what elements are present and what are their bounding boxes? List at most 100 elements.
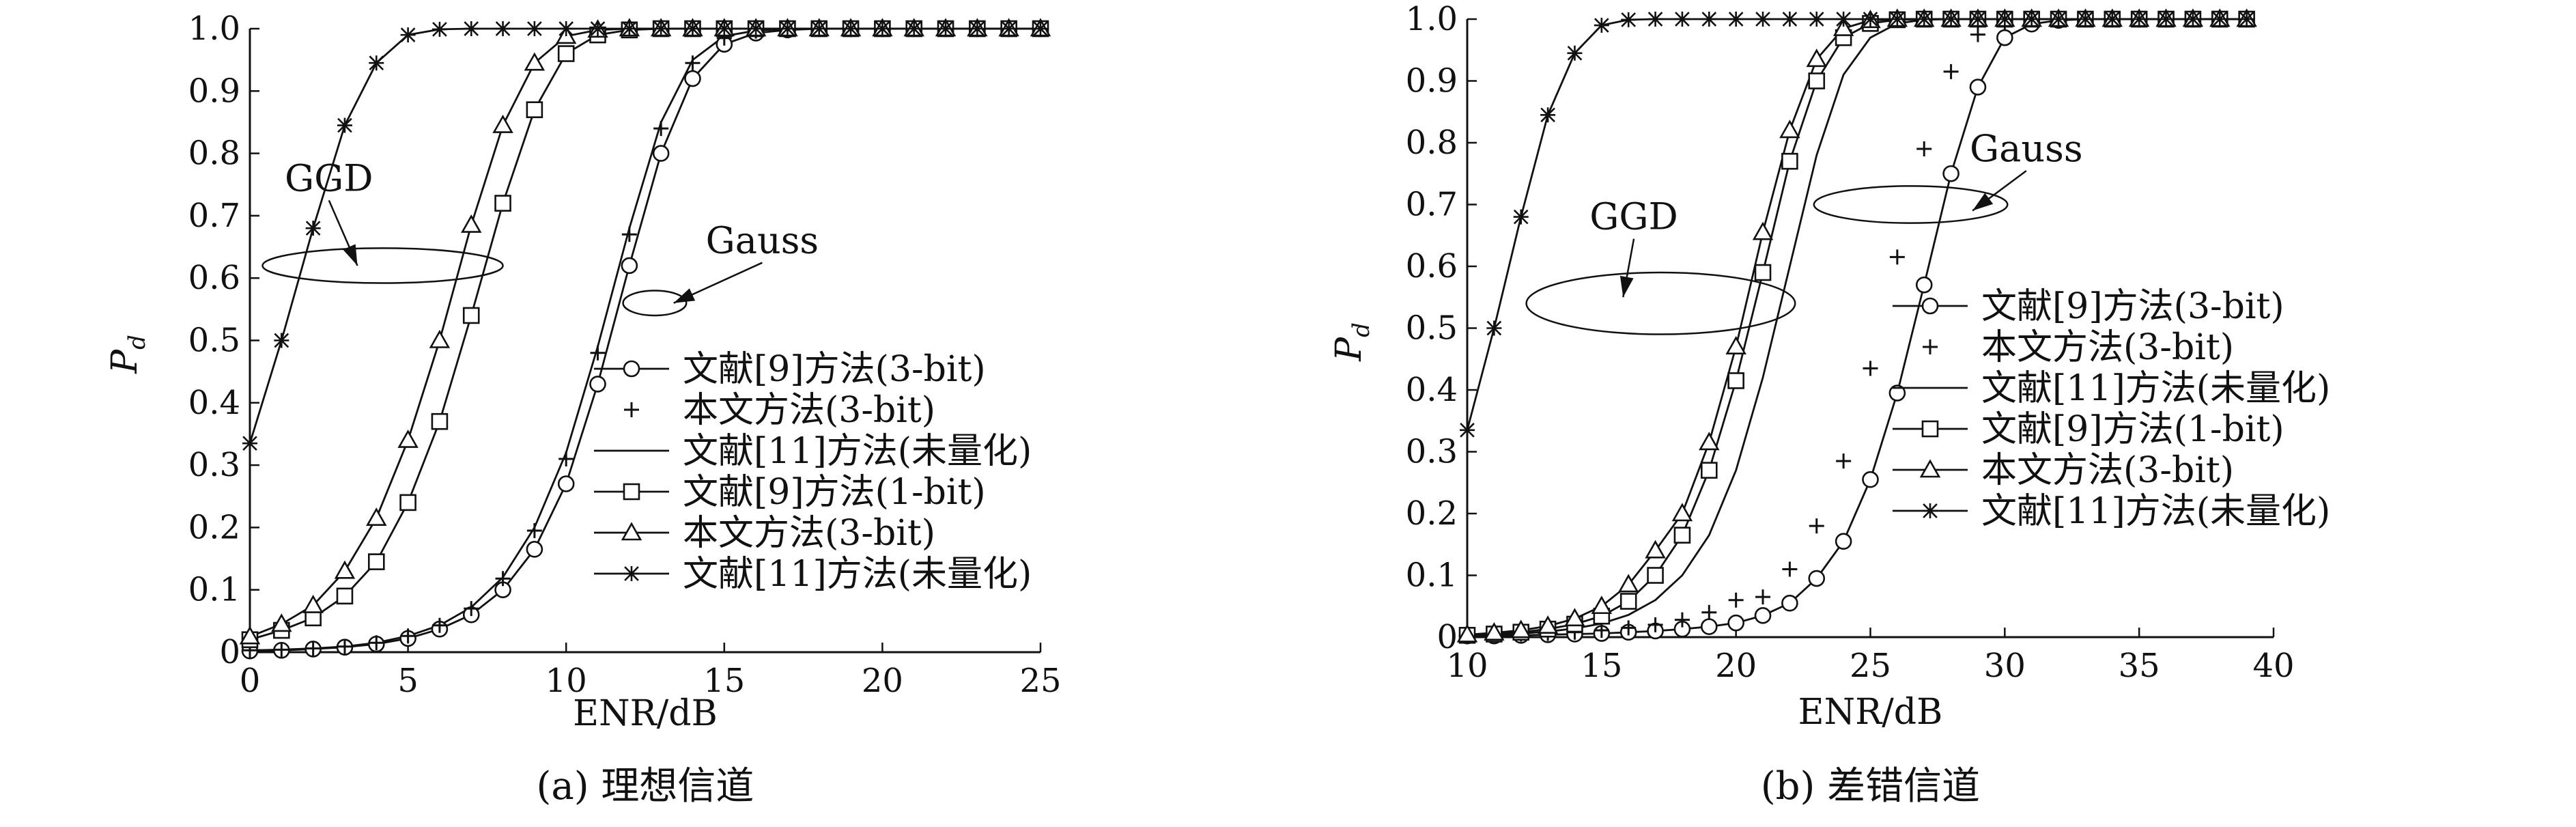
data-point-s4: [271, 613, 292, 632]
y-tick-label: 1.0: [188, 10, 240, 48]
x-tick-label: 20: [1715, 647, 1757, 685]
chart-caption: (b) 差错信道: [1761, 764, 1980, 809]
data-point-s1: [1701, 604, 1717, 620]
data-point-s5: [2104, 12, 2120, 27]
data-point-s3: [1781, 152, 1798, 170]
x-tick-label: 15: [1581, 647, 1622, 685]
legend-marker: [1923, 503, 1938, 518]
legend-entry-label: 文献[11]方法(未量化): [683, 431, 1032, 472]
legend-marker: [1923, 339, 1938, 354]
data-point-s5: [369, 55, 384, 71]
y-axis-label: Pd: [1329, 322, 1375, 362]
data-point-s0: [526, 541, 543, 558]
y-tick-label: 0.6: [188, 259, 240, 297]
data-point-s5: [1001, 21, 1017, 36]
data-point-s1: [1970, 27, 1985, 42]
data-point-s4: [1456, 623, 1478, 643]
data-point-s5: [1728, 12, 1744, 27]
data-point-s1: [431, 617, 447, 633]
data-point-s0: [621, 257, 638, 275]
data-point-s4: [1537, 615, 1559, 634]
data-point-s5: [337, 117, 352, 133]
legend-entry-label: 本文方法(3-bit): [1981, 327, 2234, 368]
data-point-s1: [1647, 617, 1663, 632]
data-point-s5: [1621, 12, 1637, 27]
legend-entry-label: 文献[9]方法(3-bit): [683, 349, 986, 390]
data-point-s1: [1728, 592, 1744, 608]
data-point-s4: [492, 114, 513, 133]
data-point-s5: [811, 21, 827, 36]
data-point-s5: [431, 21, 447, 37]
data-point-s3: [1754, 264, 1772, 281]
data-point-s4: [524, 52, 546, 71]
data-point-s0: [1808, 570, 1826, 587]
data-point-s1: [1674, 612, 1690, 628]
data-point-s3: [1619, 593, 1637, 610]
data-point-s5: [938, 21, 954, 36]
data-point-s1: [685, 55, 700, 71]
data-point-s0: [1888, 384, 1906, 402]
y-tick-label: 0.8: [1406, 124, 1458, 162]
data-point-s1: [526, 522, 542, 538]
data-point-s5: [1460, 422, 1475, 438]
y-tick-label: 0.3: [1406, 433, 1458, 471]
legend: 文献[9]方法(3-bit)本文方法(3-bit)文献[11]方法(未量化)文献…: [1893, 286, 2330, 532]
data-point-s1: [1782, 561, 1798, 577]
data-point-s4: [1752, 221, 1774, 240]
y-tick-label: 0.9: [1406, 62, 1458, 100]
data-point-s5: [1567, 45, 1583, 61]
data-point-s3: [494, 195, 511, 212]
y-tick-label: 0.5: [188, 322, 240, 360]
annotation-ellipse: [622, 290, 688, 317]
data-point-s3: [1701, 462, 1718, 479]
data-point-s0: [1862, 471, 1879, 488]
data-point-s5: [305, 221, 321, 236]
annotation-label: GGD: [1589, 195, 1678, 238]
data-point-s5: [1647, 12, 1663, 27]
y-tick-label: 0.6: [1406, 247, 1458, 285]
data-point-s1: [464, 601, 479, 617]
x-tick-label: 25: [1019, 662, 1061, 700]
data-point-s5: [1701, 12, 1717, 27]
data-point-s5: [1540, 107, 1556, 123]
y-tick-label: 0.1: [188, 571, 240, 609]
annotation-label: Gauss: [706, 219, 819, 262]
data-point-s5: [2185, 12, 2200, 27]
data-point-s5: [242, 436, 257, 451]
data-point-s5: [464, 21, 479, 36]
data-point-s1: [1889, 249, 1905, 265]
legend-entry-label: 文献[9]方法(3-bit): [1981, 286, 2284, 327]
y-tick-label: 0: [219, 633, 240, 671]
data-point-s5: [400, 27, 416, 43]
data-point-s1: [1943, 64, 1959, 79]
data-point-s5: [653, 21, 669, 36]
x-tick-label: 40: [2252, 647, 2294, 685]
data-point-s1: [1594, 623, 1609, 639]
chart-caption: (a) 理想信道: [537, 764, 754, 809]
y-tick-label: 0.2: [1406, 494, 1458, 533]
y-tick-label: 1.0: [1406, 0, 1458, 38]
data-point-s3: [431, 412, 449, 430]
data-point-s5: [843, 21, 859, 36]
data-point-s5: [590, 21, 606, 36]
legend-marker: [623, 483, 640, 501]
data-point-s4: [1832, 17, 1854, 36]
data-point-s4: [1591, 595, 1613, 615]
data-point-s5: [1674, 12, 1690, 27]
x-axis-label: ENR/dB: [573, 693, 718, 734]
data-point-s3: [462, 307, 480, 324]
x-tick-label: 15: [703, 662, 745, 700]
data-point-s5: [1997, 12, 2013, 27]
data-point-s0: [1701, 618, 1718, 635]
data-point-s0: [1754, 607, 1772, 624]
data-point-s0: [589, 376, 606, 393]
data-point-s4: [397, 429, 419, 448]
data-point-s3: [1727, 372, 1744, 389]
legend-marker: [1921, 297, 1939, 315]
data-point-s5: [1970, 12, 1985, 27]
data-point-s3: [1673, 527, 1691, 544]
data-point-s0: [1969, 79, 1987, 96]
data-point-s5: [875, 21, 890, 36]
y-tick-label: 0.7: [188, 197, 240, 235]
legend: 文献[9]方法(3-bit)本文方法(3-bit)文献[11]方法(未量化)文献…: [594, 349, 1032, 595]
